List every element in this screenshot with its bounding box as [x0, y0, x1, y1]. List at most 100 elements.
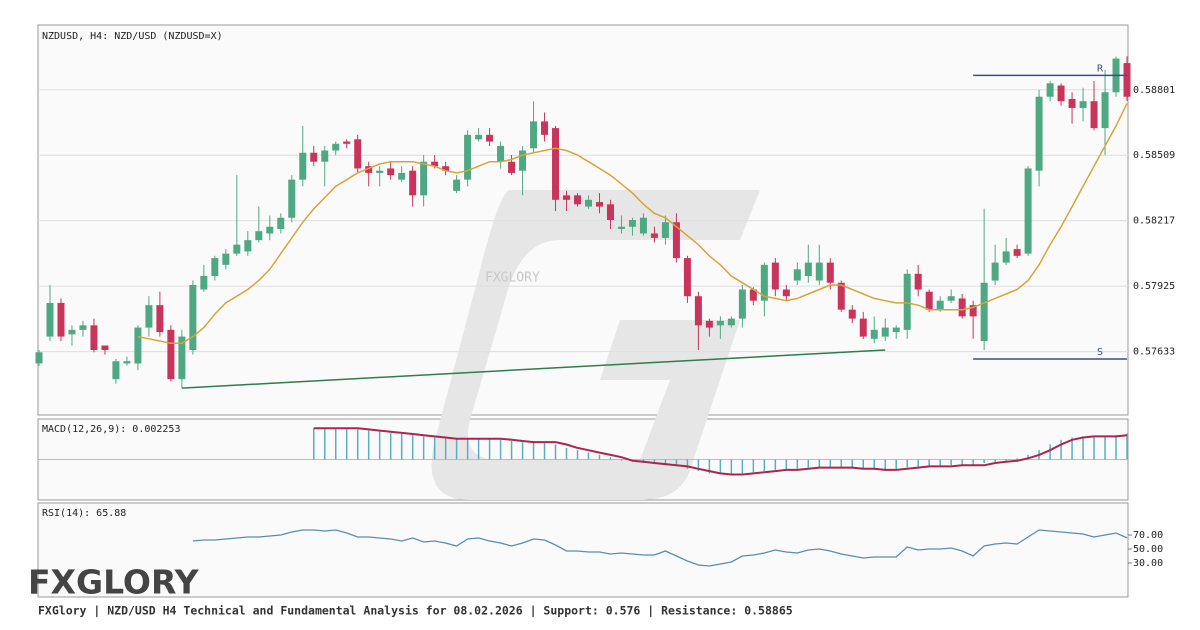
candle-body — [771, 262, 779, 290]
candle-body — [519, 150, 527, 171]
candle-body — [563, 195, 571, 200]
candle-body — [958, 298, 966, 317]
candle-body — [574, 195, 582, 205]
candle-body — [475, 134, 483, 140]
candle-body — [903, 273, 911, 330]
candle-body — [387, 168, 395, 176]
candle-body — [101, 345, 109, 350]
y-tick-label: 30.00 — [1133, 558, 1163, 569]
candle-body — [145, 305, 153, 328]
candle-body — [1024, 168, 1032, 254]
candle-body — [233, 244, 241, 254]
candle-body — [804, 262, 812, 277]
trendline — [181, 349, 886, 389]
candle-body — [694, 296, 702, 326]
candle-body — [617, 226, 625, 229]
moving-average — [137, 103, 1128, 345]
candle-body — [1057, 85, 1065, 102]
candle-body — [409, 170, 417, 196]
candle-body — [661, 222, 669, 238]
footer: FXGlory | NZD/USD H4 Technical and Funda… — [38, 604, 793, 618]
candle-body — [914, 273, 922, 290]
candle-body — [123, 361, 131, 364]
macd-title: MACD(12,26,9): 0.002253 — [42, 424, 180, 435]
candle-body — [68, 329, 76, 335]
candle-body — [848, 309, 856, 319]
candle-body — [530, 121, 538, 149]
candle-body — [1002, 251, 1010, 263]
candle-body — [628, 220, 636, 227]
candle-body — [1013, 249, 1021, 256]
candle-body — [672, 222, 680, 259]
rsi-title: RSI(14): 65.88 — [42, 508, 126, 519]
candle-body — [453, 179, 461, 191]
support-label: S — [1097, 347, 1103, 358]
y-tick-label: 0.58217 — [1133, 216, 1175, 227]
candle-body — [705, 320, 713, 328]
candle-body — [727, 318, 735, 326]
candle-body — [738, 289, 746, 319]
candle-body — [991, 262, 999, 281]
y-tick-label: 0.57925 — [1133, 281, 1175, 292]
candle-body — [606, 204, 614, 220]
logo: FXGLORY — [28, 563, 200, 602]
candle-body — [541, 121, 549, 135]
signal-line — [313, 427, 1128, 476]
candle-body — [936, 300, 944, 310]
candle-body — [749, 289, 757, 301]
candle-body — [826, 262, 834, 283]
candle-body — [343, 141, 351, 144]
candle-body — [1079, 101, 1087, 108]
candle-body — [508, 161, 516, 173]
candle-body — [332, 143, 340, 151]
candle-body — [497, 146, 505, 162]
watermark-shape — [431, 190, 760, 500]
candle-body — [1101, 92, 1109, 129]
candle-body — [870, 329, 878, 339]
candle-body — [376, 170, 384, 173]
candle-body — [552, 128, 560, 200]
y-tick-label: 0.57633 — [1133, 347, 1175, 358]
candle-body — [134, 327, 142, 364]
candle-body — [255, 231, 263, 241]
candle-body — [969, 305, 977, 317]
y-tick-label: 0.58509 — [1133, 150, 1175, 161]
candle-body — [90, 325, 98, 350]
candle-body — [486, 134, 494, 142]
candle-body — [595, 202, 603, 207]
candle-body — [266, 226, 274, 234]
candle-body — [156, 305, 164, 333]
candle-body — [1035, 96, 1043, 171]
candle-body — [79, 325, 87, 330]
candle-body — [947, 296, 955, 301]
candle-body — [222, 253, 230, 265]
candle-body — [167, 329, 175, 380]
candle-body — [431, 161, 439, 167]
candle-body — [464, 134, 472, 180]
candle-body — [200, 276, 208, 290]
candle-body — [760, 264, 768, 301]
candle-body — [925, 291, 933, 310]
candle-body — [46, 302, 54, 337]
candle-body — [837, 282, 845, 310]
rsi-panel — [37, 502, 1129, 598]
candle-body — [321, 150, 329, 162]
candle-body — [310, 152, 318, 162]
y-tick-label: 50.00 — [1133, 544, 1163, 555]
candle-body — [211, 258, 219, 277]
candle-body — [57, 302, 65, 337]
y-tick-label: 70.00 — [1133, 530, 1163, 541]
rsi-line — [192, 529, 1128, 567]
candle-body — [354, 139, 362, 169]
candle-body — [299, 152, 307, 180]
candle-body — [1123, 63, 1131, 97]
candle-body — [716, 320, 724, 326]
candle-body — [1046, 83, 1054, 97]
candle-body — [277, 217, 285, 229]
candle-body — [420, 161, 428, 196]
candle-body — [782, 289, 790, 297]
candle-body — [980, 282, 988, 342]
candle-body — [793, 269, 801, 281]
candle-body — [112, 361, 120, 380]
